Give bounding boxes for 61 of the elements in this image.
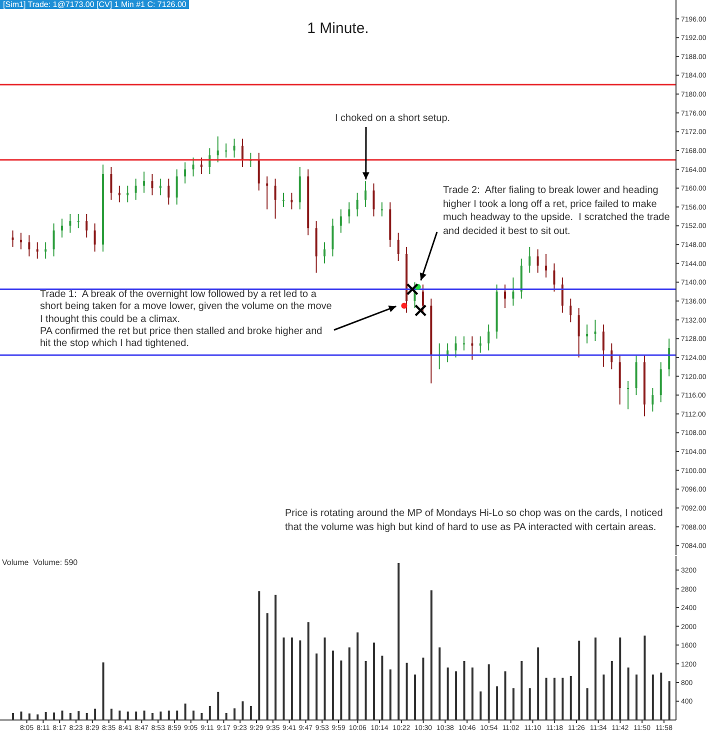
candlestick — [94, 222, 96, 252]
candlestick — [545, 253, 548, 278]
candlestick — [528, 246, 531, 274]
candlestick — [60, 218, 63, 238]
annotation: I choked on a short setup. — [335, 112, 452, 126]
candlestick — [561, 277, 564, 314]
candlestick — [176, 168, 178, 206]
candlestick — [110, 166, 112, 200]
candlestick — [340, 208, 342, 234]
candlestick — [356, 192, 358, 217]
candlestick — [652, 388, 654, 412]
candlestick — [372, 182, 375, 217]
candlestick — [241, 138, 244, 168]
candlestick — [578, 308, 580, 358]
candlestick — [570, 298, 572, 323]
candlestick — [553, 262, 556, 292]
candlestick — [332, 218, 334, 257]
candlestick — [324, 242, 326, 264]
candlestick — [168, 178, 170, 206]
annotation: Trade 1: A break of the overnight low followed by a ret led to a short being taken for a move lower, given the volume on the move I thought this could be a climax. PA confirmed the ret but price then stalled and broke higher and hit the stop which I had tightened. — [40, 289, 332, 350]
candlestick — [200, 157, 202, 175]
chart-title: Volume Volume: 590 — [2, 558, 78, 567]
candlestick — [602, 324, 604, 368]
candlestick — [184, 162, 186, 184]
candlestick — [462, 336, 465, 351]
candlestick — [512, 277, 514, 306]
candlestick — [422, 284, 424, 314]
candlestick — [258, 152, 260, 191]
point — [401, 302, 408, 309]
text: 1 Minute. — [306, 20, 370, 37]
candlestick — [192, 157, 194, 177]
candlestick — [216, 136, 219, 163]
candlestick — [274, 178, 276, 220]
candlestick — [536, 248, 539, 274]
candlestick — [668, 338, 670, 377]
candlestick — [627, 380, 630, 410]
candlestick — [586, 324, 588, 344]
annotation: Trade 2: After fialing to break lower and heading higher I took a long off a ret, price failed to make much headway to the upside. I scratched the trade and decided it best to sit out. — [443, 184, 671, 238]
candlestick — [86, 214, 88, 238]
candlestick — [52, 222, 55, 257]
candlestick — [397, 232, 400, 262]
chart-subtitle: [Sim1] Trade: 1@7173.00 [CV] 1 Min #1 C: 7126.00 — [0, 0, 190, 9]
candlestick — [225, 142, 228, 158]
candlestick — [454, 336, 457, 358]
annotation: Price is rotating around the MP of Mondays Hi-Lo so chop was on the cards, I noticed that the volume was high but kind of hard to use as PA interacted with certain areas. — [285, 507, 664, 534]
candlestick — [594, 319, 596, 342]
candlestick — [134, 178, 137, 200]
candlestick — [348, 202, 350, 224]
candlestick — [266, 176, 268, 210]
candlestick — [380, 202, 383, 217]
candlestick — [143, 171, 146, 194]
candlestick — [12, 230, 14, 248]
candlestick — [69, 214, 72, 234]
candlestick — [488, 324, 490, 351]
candlestick — [504, 284, 506, 309]
candlestick — [77, 214, 80, 229]
candlestick — [151, 174, 154, 196]
candlestick — [28, 234, 30, 257]
candlestick — [282, 192, 284, 208]
candlestick — [233, 138, 236, 158]
candlestick — [364, 180, 367, 208]
